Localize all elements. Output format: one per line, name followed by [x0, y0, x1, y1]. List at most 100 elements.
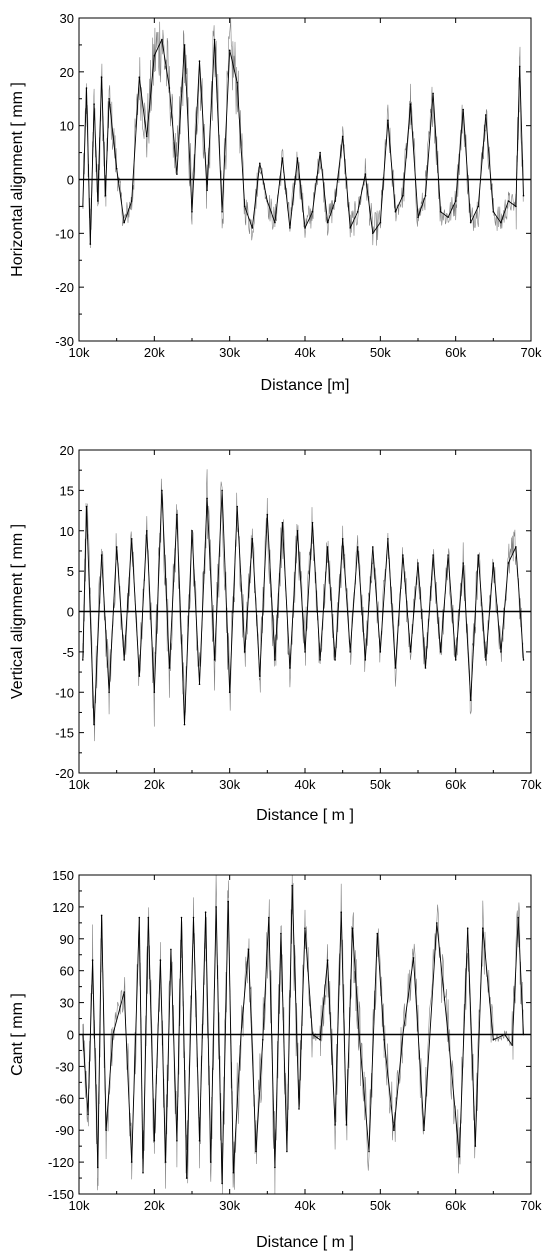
vertical-segment [462, 562, 472, 701]
horizontal-segment [153, 39, 163, 56]
vertical-segment [214, 490, 223, 660]
horizontal-segment [244, 206, 253, 229]
vertical-y-tick-label: 15 [60, 483, 74, 498]
horizontal-segment [259, 163, 268, 202]
vertical-segment [357, 546, 366, 660]
vertical-segment [312, 522, 321, 660]
vertical-segment [206, 498, 216, 660]
horizontal-segment [146, 55, 155, 137]
vertical-x-tick-label: 50k [370, 777, 391, 792]
horizontal-segment [485, 114, 494, 212]
horizontal-x-tick-label: 10k [69, 345, 90, 360]
cant-segment [423, 922, 438, 1131]
horizontal-y-axis-title: Horizontal alignment [ mm ] [9, 82, 26, 277]
vertical-segment [244, 538, 253, 652]
vertical-segment [477, 554, 487, 660]
horizontal-segment [176, 44, 185, 175]
horizontal-y-tick-label: 10 [60, 119, 74, 134]
cant-segment [517, 917, 524, 1035]
horizontal-segment [131, 77, 140, 202]
horizontal-x-tick-label: 50k [370, 345, 391, 360]
vertical-y-tick-label: 5 [67, 564, 74, 579]
horizontal-segment [357, 174, 366, 212]
vertical-segment [447, 554, 457, 660]
vertical-segment [334, 538, 344, 660]
vertical-segment [410, 562, 419, 652]
cant-segment [240, 949, 249, 1035]
horizontal-segment [402, 104, 411, 196]
horizontal-segment [327, 200, 336, 223]
horizontal-segment [168, 87, 178, 175]
cant-segment [286, 885, 293, 1152]
cant-segment [147, 917, 155, 1141]
horizontal-x-axis-title: Distance [m] [261, 377, 350, 394]
cant-segment [511, 917, 519, 1046]
cant-segment [101, 915, 107, 1131]
cant-segment [227, 901, 234, 1173]
cant-y-tick-label: 150 [52, 868, 74, 883]
cant-segment [340, 912, 347, 1125]
vertical-y-tick-label: -15 [55, 726, 74, 741]
vertical-y-tick-label: -20 [55, 766, 74, 781]
horizontal-segment [221, 50, 231, 212]
horizontal-segment [319, 152, 329, 223]
horizontal-x-tick-label: 30k [219, 345, 240, 360]
horizontal-segment [440, 211, 449, 218]
horizontal-segment [462, 109, 472, 223]
horizontal-segment [364, 174, 374, 234]
horizontal-segment [410, 104, 419, 218]
vertical-segment [304, 522, 313, 652]
horizontal-segment [214, 39, 223, 212]
cant-y-tick-label: -60 [55, 1091, 74, 1106]
cant-segment [221, 901, 229, 1184]
horizontal-y-tick-label: 0 [67, 173, 74, 188]
cant-series [82, 884, 525, 1185]
cant-segment [165, 949, 172, 1163]
cant-segment [205, 912, 212, 1163]
horizontal-segment [334, 136, 344, 202]
cant-segment [504, 1034, 513, 1046]
vertical-x-tick-label: 60k [445, 777, 466, 792]
cant-segment [181, 917, 188, 1179]
horizontal-segment [394, 195, 404, 212]
cant-segment [358, 1034, 370, 1152]
cant-segment [268, 917, 276, 1168]
vertical-alignment-chart: 10k 20k 30k 40k 50k 60k 70k -20 -15 -10 -5 0 5 10 15 20… [9, 443, 542, 824]
horizontal-segment [417, 195, 426, 218]
horizontal-segment [455, 109, 464, 202]
horizontal-segment [349, 211, 359, 229]
horizontal-segment [425, 93, 434, 196]
vertical-signal-trace [82, 469, 524, 742]
vertical-segment [176, 514, 185, 725]
cant-segment [345, 928, 353, 1125]
cant-segment [383, 1039, 395, 1131]
vertical-segment [492, 562, 502, 652]
vertical-segment [161, 490, 170, 669]
vertical-segment [131, 538, 140, 677]
vertical-segment [402, 554, 411, 652]
vertical-y-axis-title: Vertical alignment [ mm ] [9, 524, 26, 699]
horizontal-segment [387, 120, 396, 212]
vertical-segment [138, 530, 148, 677]
horizontal-segment [108, 98, 118, 169]
cant-segment [97, 915, 103, 1168]
cant-y-tick-label: -90 [55, 1123, 74, 1138]
horizontal-segment [281, 157, 291, 228]
vertical-segment [229, 506, 238, 693]
horizontal-segment [93, 104, 99, 202]
cant-segment [92, 960, 99, 1168]
horizontal-segment [236, 82, 246, 207]
cant-y-tick-label: -120 [48, 1155, 74, 1170]
cant-segment [199, 912, 207, 1141]
cant-y-tick-label: 30 [60, 996, 74, 1011]
vertical-segment [221, 490, 231, 693]
horizontal-x-tick-label: 70k [521, 345, 542, 360]
vertical-x-tick-label: 70k [521, 777, 542, 792]
cant-segment [170, 949, 178, 1141]
horizontal-alignment-chart: 10k 20k 30k 40k 50k 60k 70k -30 -20 -10 0 10 20 30 Dis… [9, 11, 542, 394]
horizontal-segment [104, 98, 110, 196]
cant-segment [458, 928, 469, 1157]
vertical-segment [289, 530, 298, 669]
horizontal-y-tick-label: -20 [55, 280, 74, 295]
vertical-segment [153, 490, 163, 693]
